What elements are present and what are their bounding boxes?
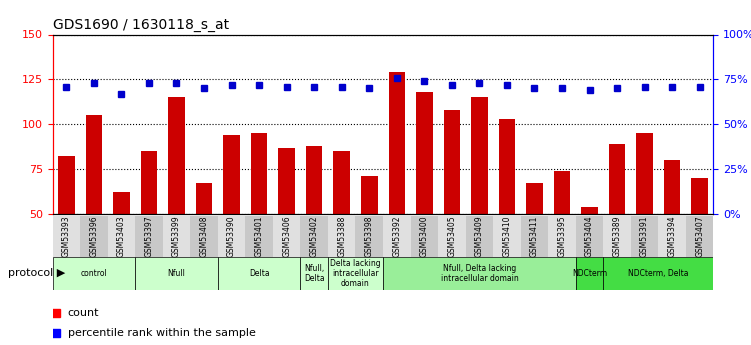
Text: control: control <box>80 269 107 278</box>
Text: GSM53411: GSM53411 <box>530 216 539 257</box>
Bar <box>636 133 653 304</box>
Text: GSM53393: GSM53393 <box>62 216 71 257</box>
Bar <box>196 184 213 304</box>
FancyBboxPatch shape <box>53 257 135 290</box>
FancyBboxPatch shape <box>53 216 80 257</box>
Text: GSM53389: GSM53389 <box>613 216 622 257</box>
Text: GSM53397: GSM53397 <box>144 216 153 257</box>
FancyBboxPatch shape <box>411 216 438 257</box>
Text: GSM53399: GSM53399 <box>172 216 181 257</box>
FancyBboxPatch shape <box>300 257 328 290</box>
Text: GSM53405: GSM53405 <box>448 216 457 257</box>
Bar <box>140 151 157 304</box>
Bar <box>471 97 487 304</box>
FancyBboxPatch shape <box>80 216 107 257</box>
FancyBboxPatch shape <box>135 257 218 290</box>
Bar <box>251 133 267 304</box>
FancyBboxPatch shape <box>135 216 163 257</box>
FancyBboxPatch shape <box>190 216 218 257</box>
Text: NDCterm, Delta: NDCterm, Delta <box>628 269 689 278</box>
Text: GSM53408: GSM53408 <box>200 216 209 257</box>
Bar <box>499 119 515 304</box>
Text: Nfull,
Delta: Nfull, Delta <box>304 264 324 283</box>
Bar <box>168 97 185 304</box>
FancyBboxPatch shape <box>603 257 713 290</box>
FancyBboxPatch shape <box>493 216 520 257</box>
FancyBboxPatch shape <box>466 216 493 257</box>
Text: GSM53403: GSM53403 <box>117 216 126 257</box>
FancyBboxPatch shape <box>328 257 383 290</box>
Bar <box>86 115 102 304</box>
Text: GSM53400: GSM53400 <box>420 216 429 257</box>
FancyBboxPatch shape <box>163 216 190 257</box>
Bar <box>58 157 74 304</box>
FancyBboxPatch shape <box>328 216 355 257</box>
FancyBboxPatch shape <box>300 216 328 257</box>
Text: GSM53391: GSM53391 <box>640 216 649 257</box>
FancyBboxPatch shape <box>520 216 548 257</box>
Bar <box>223 135 240 304</box>
FancyBboxPatch shape <box>355 216 383 257</box>
FancyBboxPatch shape <box>659 216 686 257</box>
Text: Delta: Delta <box>249 269 270 278</box>
Text: GSM53394: GSM53394 <box>668 216 677 257</box>
Text: GSM53395: GSM53395 <box>557 216 566 257</box>
Text: GSM53390: GSM53390 <box>227 216 236 257</box>
Text: GSM53392: GSM53392 <box>392 216 401 257</box>
Text: GSM53388: GSM53388 <box>337 216 346 257</box>
Text: Nfull, Delta lacking
intracellular domain: Nfull, Delta lacking intracellular domai… <box>441 264 518 283</box>
Text: Delta lacking
intracellular
domain: Delta lacking intracellular domain <box>330 258 381 288</box>
Bar <box>416 92 433 304</box>
Text: GSM53401: GSM53401 <box>255 216 264 257</box>
Bar <box>664 160 680 304</box>
Bar <box>279 148 295 304</box>
FancyBboxPatch shape <box>273 216 300 257</box>
Text: NDCterm: NDCterm <box>572 269 607 278</box>
FancyBboxPatch shape <box>383 257 576 290</box>
Bar <box>444 110 460 304</box>
Bar <box>609 144 626 304</box>
FancyBboxPatch shape <box>107 216 135 257</box>
FancyBboxPatch shape <box>548 216 576 257</box>
Text: GSM53396: GSM53396 <box>89 216 98 257</box>
FancyBboxPatch shape <box>576 216 603 257</box>
Text: GDS1690 / 1630118_s_at: GDS1690 / 1630118_s_at <box>53 18 229 32</box>
Text: GSM53398: GSM53398 <box>365 216 374 257</box>
Text: GSM53406: GSM53406 <box>282 216 291 257</box>
FancyBboxPatch shape <box>438 216 466 257</box>
FancyBboxPatch shape <box>576 257 603 290</box>
Text: Nfull: Nfull <box>167 269 185 278</box>
FancyBboxPatch shape <box>246 216 273 257</box>
Text: count: count <box>68 308 99 317</box>
Bar <box>581 207 598 304</box>
FancyBboxPatch shape <box>218 216 246 257</box>
Bar <box>526 184 543 304</box>
Text: GSM53409: GSM53409 <box>475 216 484 257</box>
Text: GSM53402: GSM53402 <box>309 216 318 257</box>
Text: protocol ▶: protocol ▶ <box>8 268 65 277</box>
Text: GSM53407: GSM53407 <box>695 216 704 257</box>
FancyBboxPatch shape <box>603 216 631 257</box>
Bar <box>113 193 130 304</box>
Bar <box>361 176 378 304</box>
FancyBboxPatch shape <box>383 216 411 257</box>
Bar <box>692 178 708 304</box>
FancyBboxPatch shape <box>218 257 300 290</box>
Bar <box>333 151 350 304</box>
Text: percentile rank within the sample: percentile rank within the sample <box>68 328 255 338</box>
Bar <box>553 171 570 304</box>
Bar <box>306 146 322 304</box>
FancyBboxPatch shape <box>631 216 659 257</box>
Bar <box>388 72 405 304</box>
Text: GSM53404: GSM53404 <box>585 216 594 257</box>
Text: GSM53410: GSM53410 <box>502 216 511 257</box>
FancyBboxPatch shape <box>686 216 713 257</box>
